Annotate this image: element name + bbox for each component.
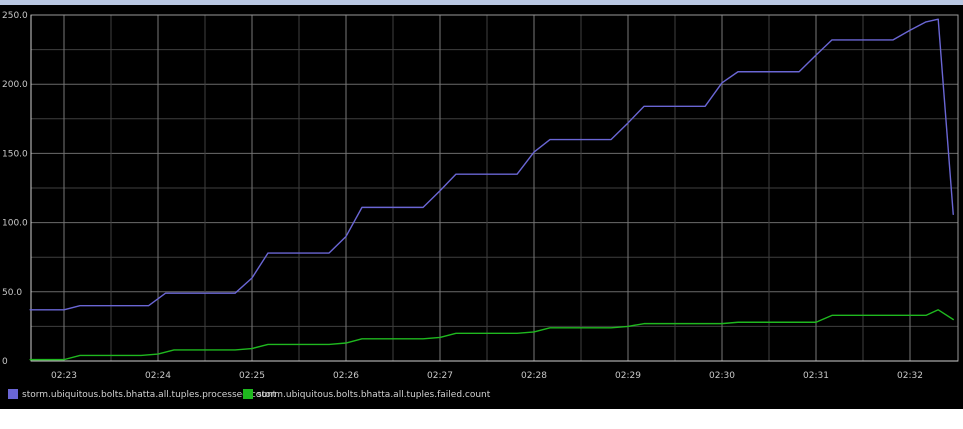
top-strip: [0, 0, 963, 5]
x-tick-label: 02:28: [521, 371, 547, 381]
failed-count-series-line: [29, 309, 954, 361]
x-tick-label: 02:29: [615, 371, 641, 381]
y-tick-label: 150.0: [2, 149, 28, 159]
x-tick-label: 02:32: [897, 371, 923, 381]
x-tick-label: 02:26: [333, 371, 359, 381]
y-tick-label: 50.0: [2, 288, 22, 298]
grid-layer: [31, 14, 958, 362]
legend-label-processed: storm.ubiquitous.bolts.bhatta.all.tuples…: [22, 390, 277, 400]
line-chart: 250.0 200.0 150.0 100.0 50.0 0 02:23 02:24 02:25…: [2, 11, 959, 400]
axis-layer: [30, 14, 959, 362]
x-tick-label: 02:24: [145, 371, 171, 381]
x-tick-label: 02:31: [803, 371, 829, 381]
tick-layer: 250.0 200.0 150.0 100.0 50.0 0 02:23 02:24 02:25…: [2, 11, 923, 381]
legend-swatch-failed: [243, 389, 253, 399]
y-tick-label: 0: [2, 357, 8, 367]
x-tick-label: 02:25: [239, 371, 265, 381]
x-tick-label: 02:27: [427, 371, 453, 381]
x-tick-label: 02:23: [51, 371, 77, 381]
y-tick-label: 250.0: [2, 11, 28, 21]
series-layer: [29, 18, 954, 361]
x-tick-label: 02:30: [709, 371, 735, 381]
legend: storm.ubiquitous.bolts.bhatta.all.tuples…: [8, 389, 491, 400]
y-tick-label: 100.0: [2, 219, 28, 229]
legend-swatch-processed: [8, 389, 18, 399]
y-tick-label: 200.0: [2, 80, 28, 90]
chart-panel: 250.0 200.0 150.0 100.0 50.0 0 02:23 02:24 02:25…: [0, 5, 963, 409]
bottom-strip: [0, 409, 963, 429]
legend-label-failed: storm.ubiquitous.bolts.bhatta.all.tuples…: [257, 390, 491, 400]
processed-count-series-line: [29, 18, 954, 311]
